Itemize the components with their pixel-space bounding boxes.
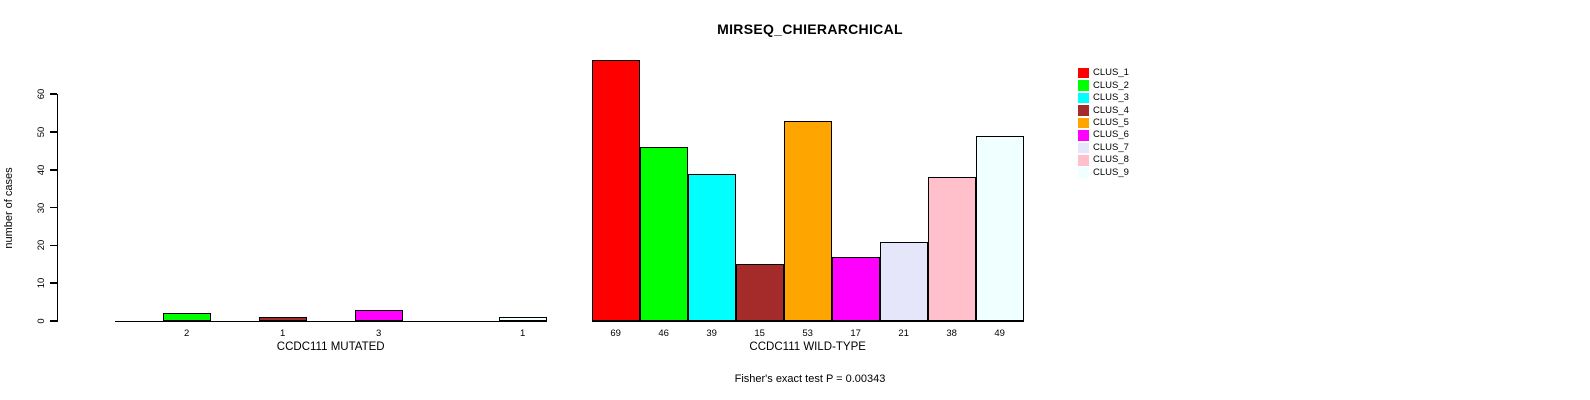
legend-label: CLUS_8	[1093, 154, 1129, 166]
x-axis-title-mutated: CCDC111 MUTATED	[276, 341, 385, 353]
bar-CLUS_6-mutated	[354, 309, 403, 321]
y-tick-label: 50	[36, 126, 47, 138]
legend-color-swatch	[1078, 80, 1089, 91]
bar-CLUS_8-wildtype	[927, 177, 976, 321]
y-tick	[50, 244, 57, 247]
legend-label: CLUS_2	[1093, 79, 1129, 91]
y-tick	[50, 93, 57, 95]
legend-label: CLUS_6	[1093, 129, 1129, 141]
legend: CLUS_1 CLUS_2 CLUS_3 CLUS_4 CLUS_5 CLUS_6 CLUS…	[1078, 67, 1129, 179]
bar-CLUS_4-mutated	[258, 317, 307, 321]
bar-count-label: 21	[898, 328, 909, 339]
bar-CLUS_2-wildtype	[639, 147, 688, 321]
x-axis-wildtype-group	[591, 320, 1024, 322]
legend-item-CLUS_3: CLUS_3	[1078, 92, 1129, 104]
bar-CLUS_1-wildtype	[591, 60, 640, 321]
bar-CLUS_2-mutated	[162, 313, 211, 321]
y-tick	[50, 282, 57, 284]
legend-color-swatch	[1078, 155, 1089, 166]
y-tick	[50, 206, 57, 209]
legend-item-CLUS_9: CLUS_9	[1078, 167, 1129, 179]
y-tick	[50, 320, 57, 322]
legend-color-swatch	[1078, 67, 1089, 79]
bar-count-label: 38	[946, 328, 957, 339]
legend-item-CLUS_7: CLUS_7	[1078, 142, 1129, 154]
bar-count-label: 1	[520, 328, 526, 339]
legend-label: CLUS_1	[1093, 67, 1129, 79]
bar-count-label: 49	[994, 328, 1005, 339]
y-tick-label: 60	[36, 88, 47, 100]
x-axis-mutated-group	[114, 320, 547, 322]
legend-label: CLUS_3	[1093, 92, 1129, 104]
legend-label: CLUS_9	[1093, 166, 1129, 178]
bar-count-label: 53	[802, 328, 813, 339]
legend-label: CLUS_5	[1093, 116, 1129, 128]
bar-count-label: 2	[184, 328, 190, 339]
legend-item-CLUS_6: CLUS_6	[1078, 129, 1129, 141]
legend-color-swatch	[1078, 142, 1089, 154]
legend-item-CLUS_1: CLUS_1	[1078, 67, 1129, 79]
y-tick	[50, 169, 57, 171]
bar-CLUS_5-wildtype	[783, 120, 832, 321]
bar-CLUS_6-wildtype	[831, 256, 880, 321]
y-tick-label: 10	[36, 277, 47, 289]
bar-CLUS_4-wildtype	[735, 264, 784, 321]
bar-count-label: 17	[850, 328, 861, 339]
bar-CLUS_7-wildtype	[879, 241, 928, 321]
legend-color-swatch	[1078, 130, 1089, 141]
bar-count-label: 1	[280, 328, 286, 339]
legend-color-swatch	[1078, 117, 1089, 129]
y-axis-label: number of cases	[3, 167, 15, 249]
x-axis-title-wildtype: CCDC111 WILD-TYPE	[749, 341, 866, 353]
bar-count-label: 39	[706, 328, 717, 339]
bar-CLUS_9-wildtype	[975, 135, 1024, 321]
legend-item-CLUS_8: CLUS_8	[1078, 154, 1129, 166]
bar-count-label: 15	[754, 328, 765, 339]
y-axis	[56, 94, 58, 322]
y-tick-label: 20	[36, 240, 47, 251]
y-tick-label: 40	[36, 164, 47, 176]
legend-label: CLUS_4	[1093, 104, 1129, 116]
legend-color-swatch	[1078, 167, 1089, 178]
legend-color-swatch	[1078, 105, 1089, 116]
bar-count-label: 3	[376, 328, 382, 339]
bar-CLUS_9-mutated	[498, 317, 547, 321]
chart-title: MIRSEQ_CHIERARCHICAL	[717, 21, 903, 37]
bar-CLUS_3-wildtype	[687, 173, 736, 321]
y-tick	[50, 131, 57, 133]
legend-item-CLUS_2: CLUS_2	[1078, 79, 1129, 91]
fisher-test-note: Fisher's exact test P = 0.00343	[734, 373, 886, 385]
legend-label: CLUS_7	[1093, 141, 1129, 153]
y-tick-label: 0	[36, 318, 47, 324]
legend-item-CLUS_4: CLUS_4	[1078, 104, 1129, 116]
y-tick-label: 30	[36, 202, 47, 213]
legend-color-swatch	[1078, 92, 1089, 104]
bar-count-label: 46	[658, 328, 669, 339]
legend-item-CLUS_5: CLUS_5	[1078, 117, 1129, 129]
bar-count-label: 69	[610, 328, 621, 339]
